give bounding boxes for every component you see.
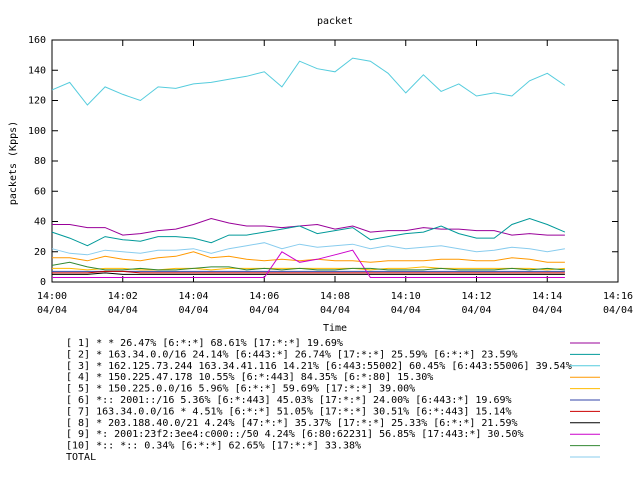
x-tick-label: 14:08 bbox=[320, 291, 350, 302]
x-tick-label: 14:14 bbox=[532, 291, 562, 302]
series-line-10 bbox=[51, 261, 565, 271]
legend-label-8: [ 8] * 203.188.40.0/21 4.24% [47:*:*] 35… bbox=[66, 418, 518, 429]
series-line-8 bbox=[52, 272, 565, 275]
series-line-1 bbox=[52, 217, 565, 236]
legend-label-5: [ 5] * 150.225.0.0/16 5.96% [6:*:*] 59.6… bbox=[66, 384, 415, 395]
y-tick-label: 160 bbox=[28, 35, 46, 46]
x-tick-date-label: 04/04 bbox=[37, 305, 67, 316]
series-line-3 bbox=[51, 57, 566, 106]
series-line-9 bbox=[52, 249, 565, 278]
x-tick-date-label: 04/04 bbox=[391, 305, 421, 316]
x-tick-date-label: 04/04 bbox=[320, 305, 350, 316]
legend-label-2: [ 2] * 163.34.0.0/16 24.14% [6:443:*] 26… bbox=[66, 349, 518, 360]
legend: [ 1] * * 26.47% [6:*:*] 68.61% [17:*:*] … bbox=[66, 338, 600, 463]
x-tick-date-label: 04/04 bbox=[532, 305, 562, 316]
y-tick-label: 0 bbox=[40, 277, 46, 288]
x-tick-label: 14:12 bbox=[461, 291, 491, 302]
legend-label-4: [ 4] * 150.225.47.178 10.55% [6:*:443] 8… bbox=[66, 372, 433, 383]
y-tick-label: 100 bbox=[28, 126, 46, 137]
series-line-2 bbox=[51, 217, 566, 247]
y-axis-ticks: 0 20 40 60 80 100 120 140 160 bbox=[28, 35, 618, 288]
x-tick-date-label: 04/04 bbox=[603, 305, 633, 316]
y-tick-label: 40 bbox=[34, 217, 46, 228]
x-tick-date-label: 04/04 bbox=[178, 305, 208, 316]
y-tick-label: 20 bbox=[34, 247, 46, 258]
x-tick-label: 14:06 bbox=[249, 291, 279, 302]
series-line-5 bbox=[52, 266, 565, 271]
x-tick-date-label: 04/04 bbox=[108, 305, 138, 316]
legend-label-7: [ 7] 163.34.0.0/16 * 4.51% [6:*:*] 51.05… bbox=[66, 406, 512, 417]
y-axis-label: packets (Kpps) bbox=[8, 121, 19, 205]
x-tick-label: 14:10 bbox=[391, 291, 421, 302]
legend-label-10: [10] *:: *:: 0.34% [6:*:*] 62.65% [17:*:… bbox=[66, 441, 361, 452]
series-line-7 bbox=[52, 270, 565, 274]
y-tick-label: 120 bbox=[28, 96, 46, 107]
legend-label-6: [ 6] *:: 2001::/16 5.36% [6:*:443] 45.03… bbox=[66, 395, 512, 406]
chart-title: packet bbox=[317, 16, 353, 27]
legend-label-1: [ 1] * * 26.47% [6:*:*] 68.61% [17:*:*] … bbox=[66, 338, 343, 349]
y-tick-label: 80 bbox=[34, 156, 46, 167]
x-tick-label: 14:02 bbox=[108, 291, 138, 302]
x-tick-date-label: 04/04 bbox=[461, 305, 491, 316]
legend-label-3: [ 3] * 162.125.73.244 163.34.41.116 14.2… bbox=[66, 361, 572, 372]
legend-label-11: TOTAL bbox=[66, 452, 96, 463]
legend-label-9: [ 9] *: 2001:23f2:3ee4:c000::/50 4.24% [… bbox=[66, 429, 524, 440]
x-tick-label: 14:00 bbox=[37, 291, 67, 302]
y-tick-label: 140 bbox=[28, 65, 46, 76]
x-tick-label: 14:04 bbox=[178, 291, 208, 302]
x-tick-label: 14:16 bbox=[603, 291, 633, 302]
y-tick-label: 60 bbox=[34, 186, 46, 197]
series-line-11 bbox=[51, 242, 565, 256]
series-line-4 bbox=[52, 251, 565, 263]
x-axis-label: Time bbox=[323, 323, 347, 334]
series-lines bbox=[51, 57, 566, 278]
x-tick-date-label: 04/04 bbox=[249, 305, 279, 316]
